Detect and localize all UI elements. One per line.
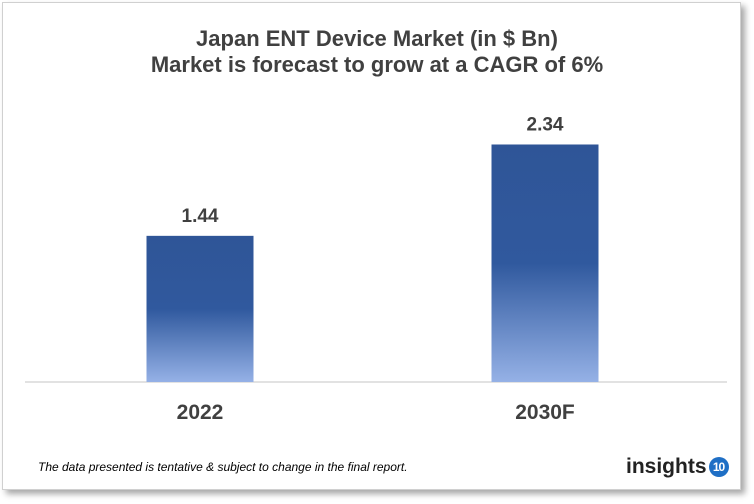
data-label: 1.44 [182, 206, 219, 227]
chart-card [2, 2, 741, 490]
data-label: 2.34 [527, 114, 564, 135]
x-tick-label: 2022 [177, 401, 224, 424]
logo-badge: 10 [708, 457, 729, 477]
footnote: The data presented is tentative & subjec… [38, 460, 408, 474]
chart-title: Japan ENT Device Market (in $ Bn) [196, 26, 558, 51]
x-tick-label: 2030F [515, 401, 575, 424]
bar-2030F [491, 144, 599, 382]
logo-text: insights [626, 455, 707, 478]
bar-2022 [146, 235, 254, 382]
chart-subtitle: Market is forecast to grow at a CAGR of … [150, 52, 604, 77]
insights10-logo: insights 10 [626, 455, 729, 479]
